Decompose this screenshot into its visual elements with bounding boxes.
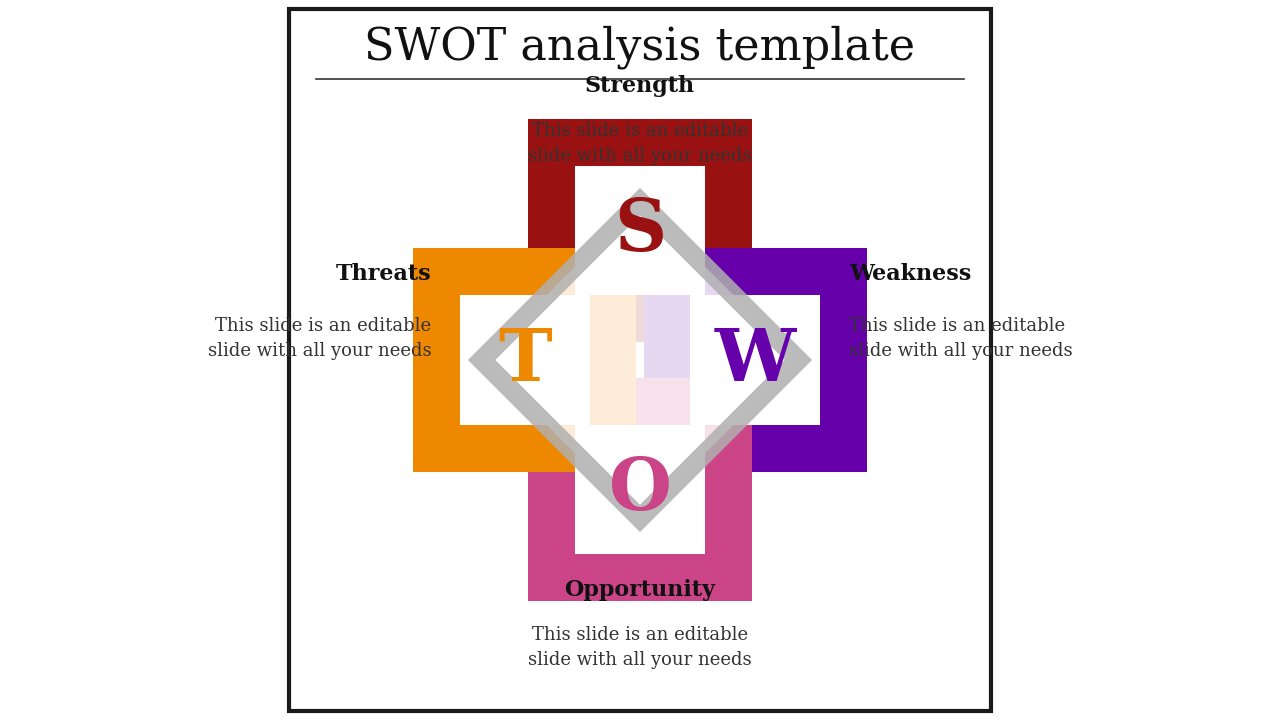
Polygon shape: [481, 202, 799, 518]
Bar: [575, 166, 705, 295]
Bar: [529, 378, 751, 601]
Text: Weakness: Weakness: [849, 263, 972, 284]
Text: SWOT analysis template: SWOT analysis template: [365, 25, 915, 68]
Bar: [529, 119, 751, 342]
Bar: [413, 248, 636, 472]
Text: Strength: Strength: [585, 76, 695, 97]
Bar: [690, 295, 820, 425]
Text: Threats: Threats: [335, 263, 431, 284]
Bar: [575, 425, 705, 554]
Text: O: O: [608, 454, 672, 525]
Text: This slide is an editable
slide with all your needs: This slide is an editable slide with all…: [529, 122, 751, 166]
Bar: [460, 295, 590, 425]
Bar: [644, 248, 867, 472]
Text: W: W: [714, 325, 796, 395]
Text: S: S: [614, 195, 666, 266]
Text: This slide is an editable
slide with all your needs: This slide is an editable slide with all…: [529, 626, 751, 670]
Text: This slide is an editable
slide with all your needs: This slide is an editable slide with all…: [207, 317, 431, 360]
Polygon shape: [481, 202, 799, 518]
Text: This slide is an editable
slide with all your needs: This slide is an editable slide with all…: [849, 317, 1073, 360]
Text: T: T: [498, 325, 552, 395]
Text: Opportunity: Opportunity: [564, 580, 716, 601]
